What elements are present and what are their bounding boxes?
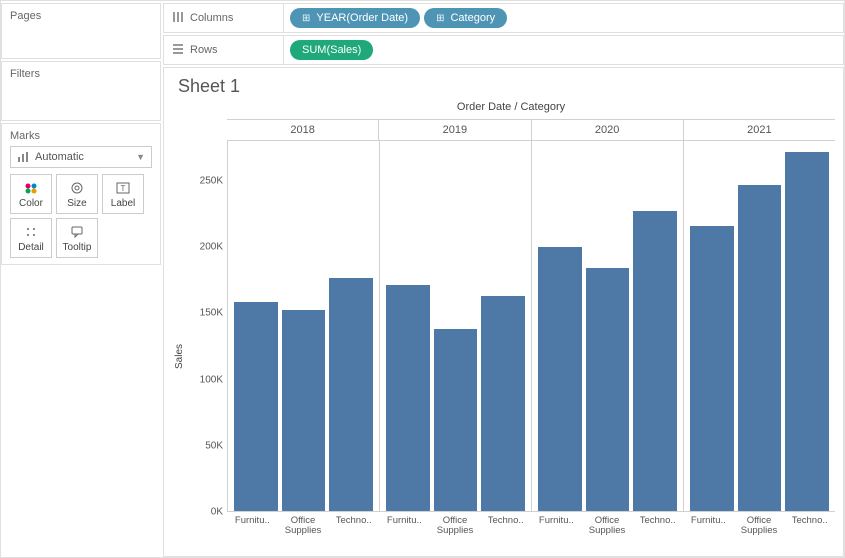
rows-shelf[interactable]: Rows SUM(Sales): [163, 35, 844, 65]
mark-type-label: Automatic: [35, 151, 84, 163]
chart: Sales Order Date / Category 201820192020…: [172, 101, 835, 552]
year-header-cell[interactable]: 2018: [227, 120, 379, 140]
bar[interactable]: [386, 285, 430, 511]
detail-icon: [24, 224, 38, 240]
x-category-label[interactable]: OfficeSupplies: [430, 512, 481, 552]
marks-btn-label: Tooltip: [63, 242, 92, 253]
marks-buttons: Color Size T Label Detail Tooltip: [10, 174, 152, 258]
color-button[interactable]: Color: [10, 174, 52, 214]
x-category-label[interactable]: OfficeSupplies: [278, 512, 329, 552]
viz-panel: Sheet 1 Sales Order Date / Category 2018…: [163, 67, 844, 557]
label-button[interactable]: T Label: [102, 174, 144, 214]
x-group: Furnitu..OfficeSuppliesTechno..: [379, 512, 531, 552]
year-header: 2018201920202021: [227, 119, 835, 141]
year-group: [228, 141, 380, 511]
chevron-down-icon: ▼: [136, 152, 145, 162]
mark-type-select[interactable]: Automatic ▼: [10, 146, 152, 168]
y-tick-label: 200K: [200, 242, 223, 253]
columns-icon: [172, 11, 184, 26]
columns-shelf-label: Columns: [164, 4, 284, 32]
tooltip-button[interactable]: Tooltip: [56, 218, 98, 258]
expand-icon[interactable]: ⊞: [302, 13, 310, 24]
color-icon: [24, 180, 38, 196]
x-category-label[interactable]: Techno..: [632, 512, 683, 552]
bar[interactable]: [738, 185, 782, 511]
bar[interactable]: [785, 152, 829, 511]
y-tick-label: 150K: [200, 308, 223, 319]
y-axis[interactable]: 0K50K100K150K200K250K: [187, 141, 227, 512]
year-group: [684, 141, 835, 511]
x-category-label[interactable]: Furnitu..: [683, 512, 734, 552]
x-category-label[interactable]: Furnitu..: [379, 512, 430, 552]
bar[interactable]: [633, 211, 677, 511]
rows-pills: SUM(Sales): [284, 36, 843, 64]
bar-chart-icon: [17, 151, 29, 163]
marks-btn-label: Size: [67, 198, 86, 209]
pill-label: Category: [450, 12, 495, 24]
x-category-label[interactable]: Furnitu..: [227, 512, 278, 552]
x-group: Furnitu..OfficeSuppliesTechno..: [683, 512, 835, 552]
size-icon: [70, 180, 84, 196]
pill-label: SUM(Sales): [302, 44, 361, 56]
bars-region[interactable]: [227, 141, 835, 512]
x-category-label[interactable]: Techno..: [784, 512, 835, 552]
filters-title: Filters: [10, 68, 152, 80]
marks-btn-label: Color: [19, 198, 43, 209]
bar[interactable]: [690, 226, 734, 511]
bar[interactable]: [586, 268, 630, 511]
year-header-cell[interactable]: 2021: [684, 120, 835, 140]
x-group: Furnitu..OfficeSuppliesTechno..: [227, 512, 379, 552]
pages-title: Pages: [10, 10, 152, 22]
plot-area: Order Date / Category 2018201920202021 0…: [187, 101, 835, 552]
main-area: Columns ⊞ YEAR(Order Date) ⊞ Category Rows …: [161, 1, 844, 557]
size-button[interactable]: Size: [56, 174, 98, 214]
label-icon: T: [116, 180, 130, 196]
marks-card: Marks Automatic ▼ Color Size T Label Detail T…: [1, 123, 161, 265]
bar[interactable]: [434, 329, 478, 511]
x-category-label[interactable]: Techno..: [480, 512, 531, 552]
rows-icon: [172, 43, 184, 58]
detail-button[interactable]: Detail: [10, 218, 52, 258]
columns-pills: ⊞ YEAR(Order Date) ⊞ Category: [284, 4, 843, 32]
x-group: Furnitu..OfficeSuppliesTechno..: [531, 512, 683, 552]
pages-shelf[interactable]: Pages: [1, 3, 161, 59]
year-group: [532, 141, 684, 511]
expand-icon[interactable]: ⊞: [436, 13, 444, 24]
bar[interactable]: [329, 278, 373, 511]
columns-shelf[interactable]: Columns ⊞ YEAR(Order Date) ⊞ Category: [163, 3, 844, 33]
sheet-title[interactable]: Sheet 1: [178, 76, 835, 97]
bar[interactable]: [481, 296, 525, 511]
bar[interactable]: [234, 302, 278, 511]
pill-label: YEAR(Order Date): [316, 12, 408, 24]
top-axis-title: Order Date / Category: [187, 101, 835, 119]
y-tick-label: 250K: [200, 175, 223, 186]
marks-btn-label: Detail: [18, 242, 44, 253]
marks-title: Marks: [10, 130, 152, 142]
year-header-cell[interactable]: 2019: [379, 120, 531, 140]
bar[interactable]: [282, 310, 326, 511]
x-category-label[interactable]: OfficeSupplies: [734, 512, 785, 552]
y-tick-label: 100K: [200, 374, 223, 385]
rows-shelf-label: Rows: [164, 36, 284, 64]
year-header-cell[interactable]: 2020: [532, 120, 684, 140]
field-pill[interactable]: ⊞ Category: [424, 8, 507, 28]
marks-btn-label: Label: [111, 198, 135, 209]
side-panel: Pages Filters Marks Automatic ▼ Color Siz…: [1, 1, 161, 557]
x-category-label[interactable]: Furnitu..: [531, 512, 582, 552]
y-tick-label: 50K: [205, 440, 223, 451]
tooltip-icon: [70, 224, 84, 240]
svg-text:T: T: [121, 184, 126, 193]
x-category-label[interactable]: OfficeSupplies: [582, 512, 633, 552]
tableau-worksheet: Pages Filters Marks Automatic ▼ Color Siz…: [0, 0, 845, 558]
year-group: [380, 141, 532, 511]
filters-shelf[interactable]: Filters: [1, 61, 161, 121]
y-axis-title[interactable]: Sales: [172, 101, 187, 552]
x-category-label[interactable]: Techno..: [328, 512, 379, 552]
x-axis[interactable]: Furnitu..OfficeSuppliesTechno..Furnitu..…: [227, 512, 835, 552]
bar[interactable]: [538, 247, 582, 511]
y-tick-label: 0K: [211, 507, 223, 518]
field-pill[interactable]: ⊞ YEAR(Order Date): [290, 8, 420, 28]
field-pill[interactable]: SUM(Sales): [290, 40, 373, 60]
